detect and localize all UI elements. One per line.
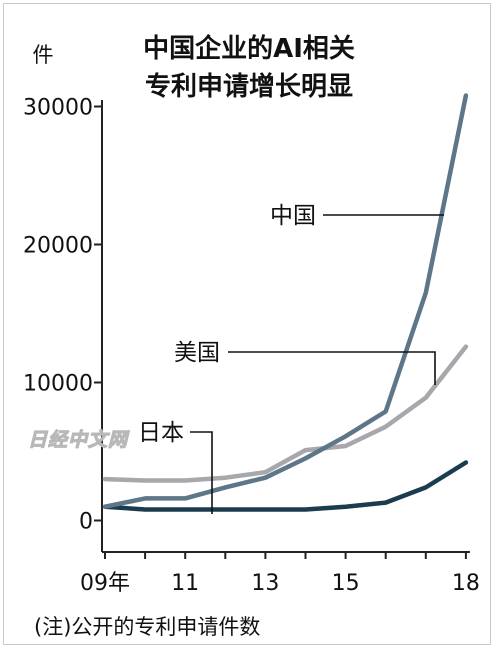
watermark: 日经中文网 <box>28 429 130 451</box>
y-tick-label: 10000 <box>23 372 93 397</box>
series-label-china: 中国 <box>270 203 316 229</box>
series-line-usa <box>102 344 469 483</box>
callout-leader-usa <box>228 351 436 385</box>
axes: 0 10000 20000 30000 09年 11 13 15 18 <box>23 96 480 597</box>
y-tick-label: 20000 <box>23 234 93 259</box>
chart-canvas: 件 中国企业的AI相关 专利申请增长明显 0 10000 20000 30000 09年… <box>23 33 480 639</box>
y-tick-label: 30000 <box>23 96 93 121</box>
footnote: (注)公开的专利申请件数 <box>34 615 260 639</box>
x-tick-label: 09年 <box>80 571 130 596</box>
x-tick-label: 18 <box>452 571 480 596</box>
series-label-usa: 美国 <box>174 340 220 366</box>
chart-title-line-2: 专利申请增长明显 <box>145 71 353 102</box>
chart-title-line-1: 中国企业的AI相关 <box>143 33 355 64</box>
x-tick-label: 11 <box>171 571 199 596</box>
y-tick-label: 0 <box>79 510 93 535</box>
x-tick-label: 15 <box>332 571 360 596</box>
y-axis-unit: 件 <box>33 43 54 67</box>
series-label-japan: 日本 <box>138 420 184 446</box>
callout-leader-japan <box>190 431 213 514</box>
chart-frame: 件 中国企业的AI相关 专利申请增长明显 0 10000 20000 30000 09年… <box>3 3 491 645</box>
x-tick-label: 13 <box>251 571 279 596</box>
series-line-japan <box>102 460 469 512</box>
series-lines <box>102 93 469 512</box>
